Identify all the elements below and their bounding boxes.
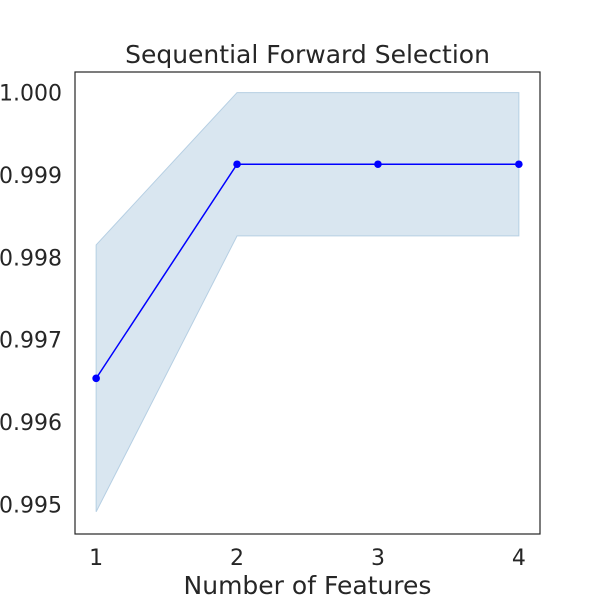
x-tick-label: 2 (230, 546, 244, 571)
confidence-band-layer (95, 92, 520, 512)
x-axis-ticks: 1 2 3 4 (89, 546, 526, 571)
series-line (95, 163, 519, 379)
confidence-band (95, 92, 520, 512)
x-axis-label: Number of Features (184, 571, 432, 600)
y-tick-label: 0.996 (0, 411, 62, 436)
y-tick-label: 0.998 (0, 246, 62, 271)
y-tick-label: 1.000 (0, 82, 62, 107)
x-tick-label: 3 (371, 546, 385, 571)
series-line-layer (95, 163, 519, 379)
data-point-layer (92, 160, 523, 383)
y-tick-label: 0.997 (0, 329, 62, 354)
data-point (515, 160, 523, 169)
x-tick-label: 4 (512, 546, 526, 571)
data-point (92, 374, 100, 383)
x-tick-label: 1 (89, 546, 103, 571)
y-axis-ticks: 0.995 0.996 0.997 0.998 0.999 1.000 (0, 82, 62, 519)
chart-title: Sequential Forward Selection (125, 40, 490, 69)
data-point (233, 160, 241, 169)
y-tick-label: 0.995 (0, 493, 62, 518)
plot-area-frame (74, 71, 541, 535)
y-tick-label: 0.999 (0, 164, 62, 189)
data-point (374, 160, 382, 169)
